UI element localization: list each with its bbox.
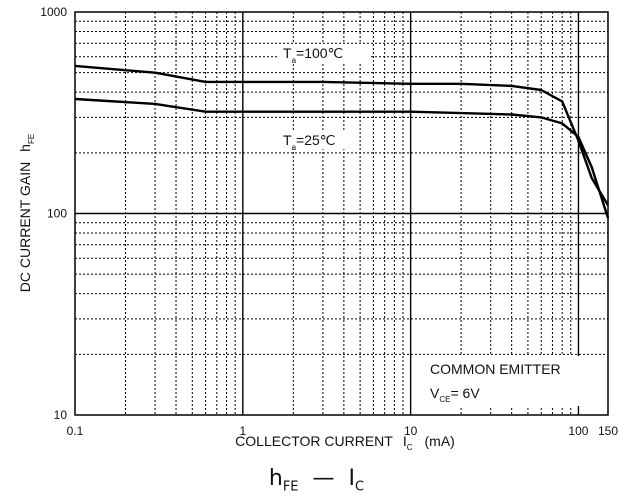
t25-sub: a <box>292 143 297 152</box>
caption-dash: — <box>312 466 335 491</box>
x-tick-label: 150 <box>598 424 618 438</box>
t100-sub: a <box>292 56 297 65</box>
vce-sub: CE <box>439 395 450 404</box>
chart-caption: hFE — IC <box>0 466 633 494</box>
annotation-t25: Ta=25℃ <box>283 132 336 152</box>
tick-labels: 0.1 1 10 100 150 10 100 1000 <box>40 5 618 438</box>
t100-pre: T <box>283 45 292 61</box>
x-tick-label: 100 <box>568 424 588 438</box>
x-axis-unit: (mA) <box>425 433 455 449</box>
series-line-2 <box>74 97 610 219</box>
vce-post: = 6V <box>450 385 480 401</box>
caption-h: h <box>268 466 283 491</box>
caption-i: I <box>348 466 356 491</box>
x-tick-label: 0.1 <box>67 424 84 438</box>
gain-vs-current-chart: 0.1 1 10 100 150 10 100 1000 COLLECTOR CURRENT I… <box>17 5 618 452</box>
grid <box>75 12 608 415</box>
x-axis-label: COLLECTOR CURRENT IC (mA) <box>235 433 455 452</box>
x-tick-label: 1 <box>239 424 246 438</box>
x-tick-label: 10 <box>404 424 418 438</box>
x-axis-symbol-sub: C <box>407 443 413 452</box>
curves <box>74 64 610 219</box>
y-axis-main: DC CURRENT GAIN <box>17 162 33 292</box>
y-tick-label: 100 <box>47 207 67 221</box>
vce-pre: V <box>430 385 440 401</box>
annotation-common-emitter: COMMON EMITTER <box>430 361 561 377</box>
t100-post: =100℃ <box>296 45 343 61</box>
t25-pre: T <box>283 132 292 148</box>
t25-post: =25℃ <box>296 132 335 148</box>
series-line-1 <box>74 64 610 206</box>
caption-h-sub: FE <box>282 479 299 495</box>
y-tick-label: 10 <box>54 408 68 422</box>
annotation-bg-100 <box>279 44 371 62</box>
legend-box-bg <box>413 356 591 406</box>
x-axis-symbol: I <box>403 433 407 449</box>
caption-i-sub: C <box>355 479 365 495</box>
annotation-t100: Ta=100℃ <box>283 45 343 65</box>
y-axis-symbol: h <box>17 144 33 152</box>
x-axis-main: COLLECTOR CURRENT <box>235 433 393 449</box>
annotation-bg-25 <box>279 131 359 149</box>
y-axis-symbol-sub: FE <box>27 134 36 144</box>
y-tick-label: 1000 <box>40 5 67 19</box>
annotation-vce: VCE= 6V <box>430 385 480 404</box>
y-axis-label: DC CURRENT GAIN hFE <box>17 134 36 292</box>
